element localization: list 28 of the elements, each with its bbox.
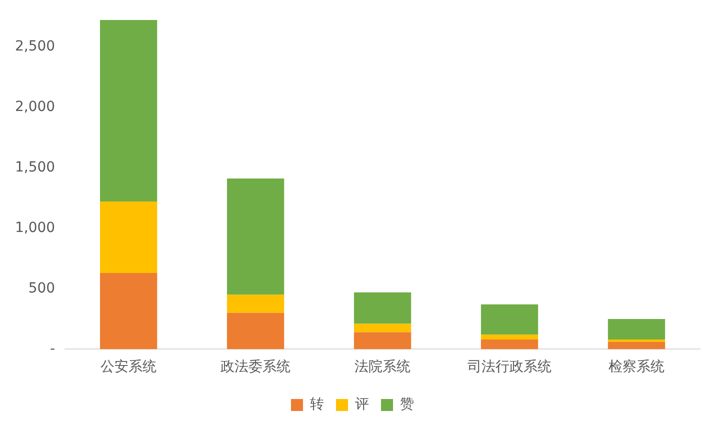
- bar: [226, 178, 284, 295]
- bar: [608, 342, 666, 350]
- bar: [480, 304, 538, 335]
- bar: [100, 20, 158, 202]
- x-tick-label: 法院系统: [354, 359, 411, 376]
- y-tick-label: 1,500: [14, 159, 56, 176]
- bar: [354, 292, 412, 324]
- x-tick-label: 公安系统: [100, 359, 157, 376]
- bar: [100, 272, 158, 350]
- bar: [100, 202, 158, 273]
- y-tick-label: 2,500: [14, 38, 56, 54]
- bar: [480, 340, 538, 350]
- y-tick-label: 500: [28, 280, 56, 296]
- bar: [354, 332, 412, 350]
- legend-label: 转: [310, 396, 324, 413]
- legend-label: 赞: [400, 396, 414, 413]
- x-tick-label: 检察系统: [608, 359, 665, 376]
- bar: [608, 318, 666, 340]
- y-tick-label: -: [50, 340, 56, 357]
- bar: [226, 294, 284, 313]
- x-tick-label: 政法委系统: [220, 359, 291, 376]
- y-tick-label: 1,000: [14, 220, 56, 236]
- bar: [354, 324, 412, 332]
- x-tick-label: 司法行政系统: [468, 359, 552, 376]
- legend-label: 评: [355, 396, 369, 413]
- y-tick-label: 2,000: [14, 98, 56, 115]
- bar: [480, 334, 538, 340]
- bar: [226, 312, 284, 350]
